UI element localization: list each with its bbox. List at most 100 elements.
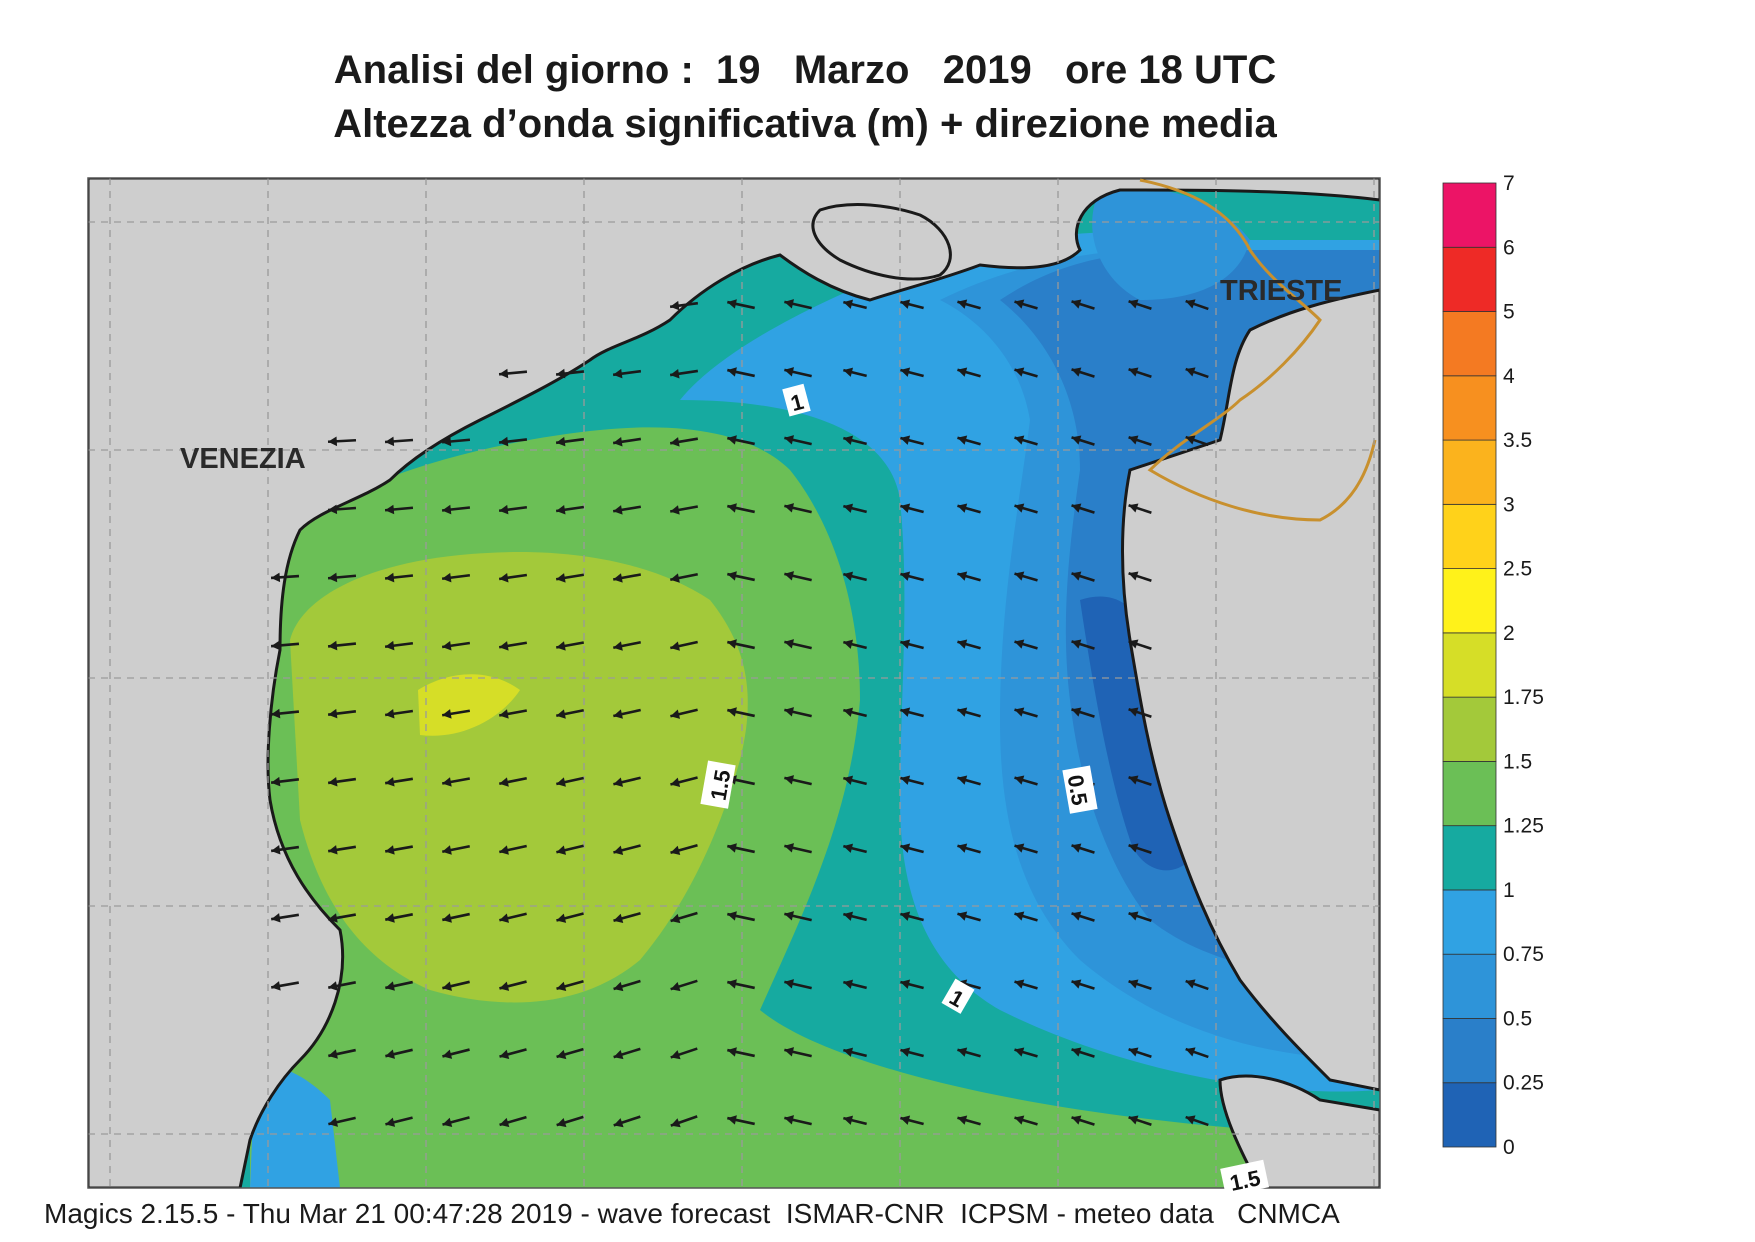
direction-arrow: [441, 640, 471, 651]
direction-arrow: [1014, 299, 1038, 310]
direction-arrow: [613, 1115, 641, 1128]
contour-label-1-north: 1: [782, 383, 811, 417]
land-northwest: [88, 178, 1380, 1188]
direction-arrow: [1071, 911, 1095, 922]
direction-arrow: [843, 435, 867, 446]
legend-tick-label: 7: [1503, 172, 1515, 195]
direction-arrow: [900, 299, 924, 310]
direction-arrow: [327, 776, 357, 787]
svg-text:1.5: 1.5: [706, 768, 736, 802]
contour-band-1-5: [290, 552, 748, 1003]
direction-arrow: [385, 980, 413, 991]
direction-arrow: [1014, 1115, 1038, 1126]
direction-arrow: [957, 571, 981, 582]
direction-arrow: [1128, 299, 1152, 310]
legend-tick-label: 1.5: [1503, 750, 1532, 773]
direction-arrow: [442, 1116, 470, 1127]
direction-arrow: [1128, 1115, 1152, 1126]
direction-arrow: [327, 640, 357, 651]
direction-arrow: [727, 503, 755, 514]
direction-arrow: [1185, 1047, 1209, 1059]
direction-arrow: [270, 913, 300, 923]
legend-tick-label: 6: [1503, 236, 1515, 259]
direction-arrow: [613, 708, 641, 719]
direction-arrow: [613, 979, 641, 992]
direction-arrow: [1071, 571, 1095, 582]
direction-arrow: [1128, 1047, 1152, 1058]
direction-arrow: [556, 1047, 584, 1060]
direction-arrow: [1014, 979, 1038, 990]
direction-arrow: [612, 368, 642, 379]
direction-arrow: [727, 707, 755, 718]
direction-arrow: [670, 708, 698, 719]
direction-arrow: [499, 1048, 527, 1059]
direction-arrow: [784, 979, 812, 990]
direction-arrow: [784, 435, 812, 446]
city-label-trieste: TRIESTE: [1220, 275, 1342, 307]
direction-arrow: [556, 844, 584, 855]
direction-arrow: [556, 708, 584, 719]
direction-arrow: [442, 845, 470, 855]
legend-swatch: [1442, 182, 1497, 248]
contour-label-1-5-south: 1.5: [1220, 1159, 1270, 1197]
direction-arrow: [328, 981, 356, 991]
direction-arrow: [1128, 843, 1152, 854]
direction-arrow: [1185, 979, 1209, 991]
legend-tick-label: 1.75: [1503, 686, 1544, 709]
legend-tick-label: 4: [1503, 365, 1515, 388]
direction-arrow: [727, 367, 755, 378]
direction-arrow: [1185, 367, 1209, 379]
legend-tick-label: 2.5: [1503, 558, 1532, 581]
direction-arrow: [727, 843, 755, 854]
direction-arrow: [957, 707, 981, 718]
direction-arrow: [670, 911, 698, 924]
direction-arrow: [270, 572, 300, 583]
legend-swatch: [1442, 568, 1497, 634]
direction-arrow: [784, 1047, 812, 1058]
direction-arrow: [498, 641, 528, 651]
direction-arrow: [957, 435, 981, 446]
direction-arrow: [843, 299, 867, 310]
direction-arrow: [784, 707, 812, 718]
legend-tick-label: 3: [1503, 493, 1515, 516]
direction-arrow: [498, 436, 528, 447]
direction-arrow: [670, 1047, 698, 1060]
direction-arrow: [1071, 843, 1095, 854]
direction-arrow: [441, 777, 471, 787]
direction-arrow: [498, 709, 528, 719]
direction-arrow: [498, 504, 528, 515]
direction-arrow: [957, 843, 981, 854]
footer-credits: Magics 2.15.5 - Thu Mar 21 00:47:28 2019…: [44, 1198, 1340, 1229]
direction-arrow: [556, 912, 584, 923]
direction-arrow: [384, 572, 414, 583]
direction-arrow: [328, 1048, 356, 1059]
direction-arrow: [1185, 299, 1209, 311]
direction-arrow: [843, 1047, 867, 1058]
legend-swatch: [1442, 1082, 1497, 1148]
direction-arrow: [613, 776, 641, 787]
istria-tip: [1218, 1074, 1380, 1188]
direction-arrow: [384, 640, 414, 651]
direction-arrow: [1014, 571, 1038, 582]
direction-arrow: [1014, 707, 1038, 718]
contour-band-0: [1080, 596, 1190, 871]
direction-arrow: [900, 503, 924, 514]
direction-arrow: [669, 505, 699, 515]
direction-arrow: [957, 911, 981, 922]
svg-text:1.5: 1.5: [1228, 1165, 1263, 1196]
border-line: [1139, 178, 1377, 522]
direction-arrow: [1071, 1115, 1095, 1126]
direction-arrow: [441, 709, 471, 719]
direction-arrow: [327, 572, 357, 583]
legend-swatch: [1442, 825, 1497, 891]
legend-swatch: [1442, 761, 1497, 827]
direction-arrow: [1128, 911, 1152, 922]
direction-arrow: [613, 844, 641, 855]
legend-swatch: [1442, 1018, 1497, 1084]
direction-arrow: [957, 775, 981, 786]
legend-swatch: [1442, 246, 1497, 312]
direction-arrow: [727, 299, 755, 310]
direction-arrow: [328, 1116, 356, 1127]
direction-arrow: [613, 1047, 641, 1060]
